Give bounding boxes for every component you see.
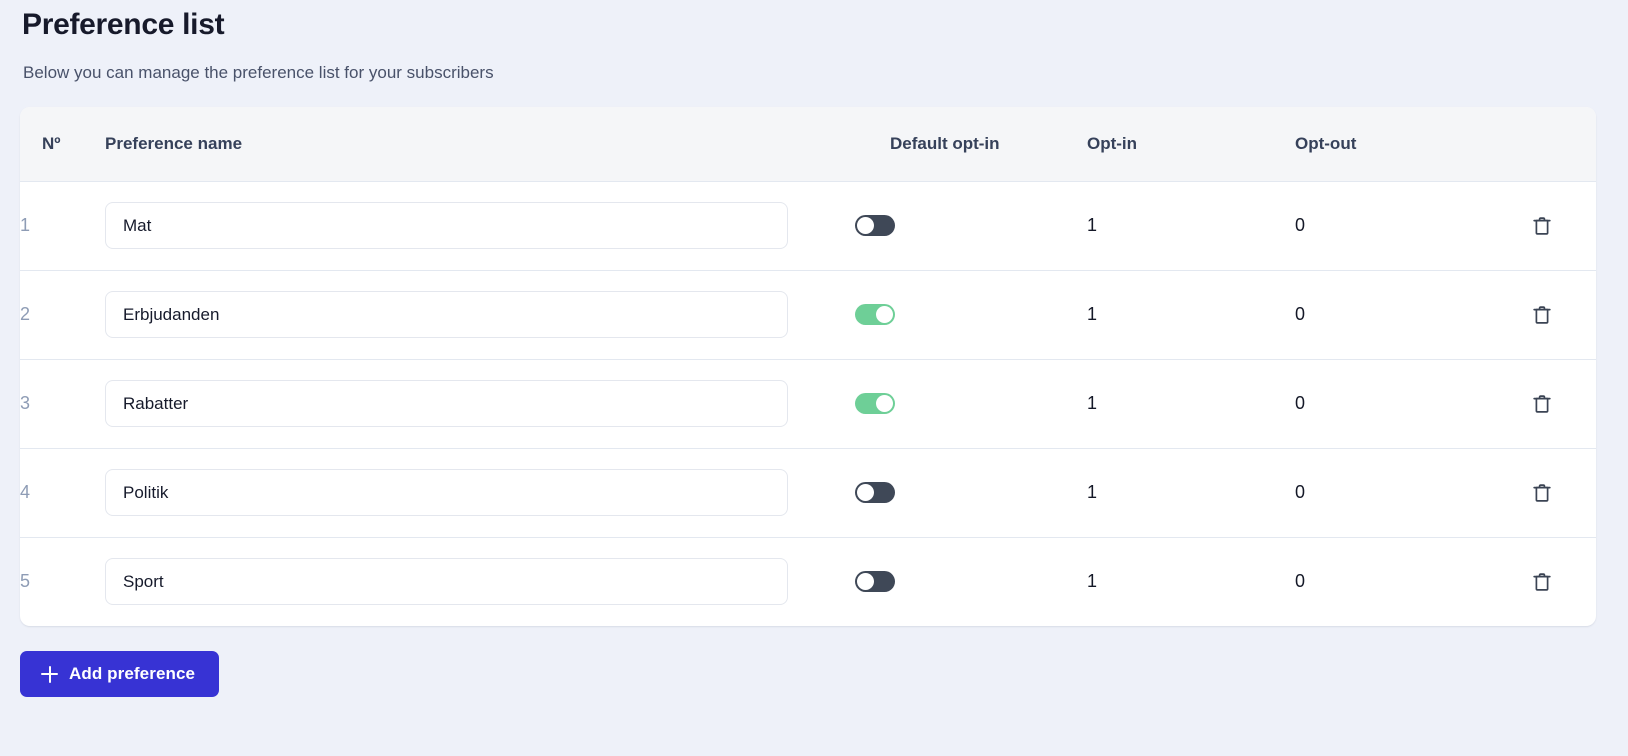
table-row: 2 1 0: [20, 270, 1596, 359]
column-header-opt-in: Opt-in: [1055, 107, 1263, 182]
row-actions-cell: [1488, 359, 1596, 448]
row-number: 3: [20, 393, 31, 413]
table-row: 3 1 0: [20, 359, 1596, 448]
preference-table: Nº Preference name Default opt-in Opt-in…: [20, 107, 1596, 626]
trash-icon: [1533, 483, 1551, 503]
delete-preference-button[interactable]: [1525, 298, 1559, 332]
delete-preference-button[interactable]: [1525, 565, 1559, 599]
row-number: 5: [20, 571, 31, 592]
toggle-knob: [876, 395, 893, 412]
column-header-default-opt-in: Default opt-in: [855, 107, 1055, 182]
delete-preference-button[interactable]: [1525, 387, 1559, 421]
toggle-knob: [857, 484, 874, 501]
default-opt-in-cell: [855, 448, 1055, 537]
opt-in-count: 1: [1087, 482, 1098, 502]
preference-name-cell: [105, 181, 855, 270]
preference-name-cell: [105, 359, 855, 448]
trash-icon: [1533, 572, 1551, 592]
trash-icon: [1533, 305, 1551, 325]
default-opt-in-toggle[interactable]: [855, 393, 895, 414]
plus-icon: [41, 665, 58, 683]
preference-name-input[interactable]: [105, 291, 788, 338]
preference-name-input[interactable]: [105, 202, 788, 249]
row-actions-cell: [1488, 537, 1596, 626]
page-title: Preference list: [22, 8, 225, 41]
default-opt-in-toggle[interactable]: [855, 571, 895, 593]
table-row: 5 1 0: [20, 537, 1596, 626]
column-header-number: Nº: [20, 107, 105, 182]
column-header-actions: [1488, 107, 1596, 182]
table-body: 110210310410510: [20, 181, 1596, 626]
add-preference-label: Add preference: [69, 664, 196, 683]
toggle-knob: [876, 306, 893, 323]
preference-name-input[interactable]: [105, 380, 788, 427]
opt-in-count: 1: [1087, 215, 1098, 235]
default-opt-in-toggle[interactable]: [855, 215, 895, 236]
row-actions-cell: [1488, 270, 1596, 359]
default-opt-in-cell: [855, 270, 1055, 359]
preference-list-card: Nº Preference name Default opt-in Opt-in…: [20, 107, 1596, 626]
opt-in-count: 1: [1087, 393, 1098, 413]
default-opt-in-toggle[interactable]: [855, 304, 895, 325]
table-header-row: Nº Preference name Default opt-in Opt-in…: [20, 107, 1596, 182]
toggle-knob: [857, 217, 874, 234]
row-number: 1: [20, 215, 31, 235]
opt-out-count: 0: [1295, 571, 1306, 592]
page-subtitle: Below you can manage the preference list…: [23, 63, 494, 82]
row-actions-cell: [1488, 448, 1596, 537]
table-header: Nº Preference name Default opt-in Opt-in…: [20, 107, 1596, 182]
column-header-preference-name: Preference name: [105, 107, 855, 182]
table-row: 1 1 0: [20, 181, 1596, 270]
table-row: 4 1 0: [20, 448, 1596, 537]
preference-name-input[interactable]: [105, 469, 788, 516]
toggle-knob: [857, 573, 874, 591]
opt-in-count: 1: [1087, 571, 1098, 592]
row-number: 4: [20, 482, 31, 502]
default-opt-in-cell: [855, 359, 1055, 448]
add-preference-button[interactable]: Add preference: [20, 651, 220, 697]
preference-name-input[interactable]: [105, 558, 788, 606]
row-number: 2: [20, 304, 31, 324]
preference-name-cell: [105, 448, 855, 537]
opt-in-count: 1: [1087, 304, 1098, 324]
default-opt-in-cell: [855, 537, 1055, 626]
row-actions-cell: [1488, 181, 1596, 270]
preference-name-cell: [105, 537, 855, 626]
default-opt-in-cell: [855, 181, 1055, 270]
opt-out-count: 0: [1295, 304, 1306, 324]
column-header-opt-out: Opt-out: [1263, 107, 1488, 182]
delete-preference-button[interactable]: [1525, 476, 1559, 510]
opt-out-count: 0: [1295, 482, 1306, 502]
opt-out-count: 0: [1295, 215, 1306, 235]
preference-name-cell: [105, 270, 855, 359]
trash-icon: [1533, 394, 1551, 414]
trash-icon: [1533, 216, 1551, 236]
delete-preference-button[interactable]: [1525, 209, 1559, 243]
opt-out-count: 0: [1295, 393, 1306, 413]
default-opt-in-toggle[interactable]: [855, 482, 895, 503]
